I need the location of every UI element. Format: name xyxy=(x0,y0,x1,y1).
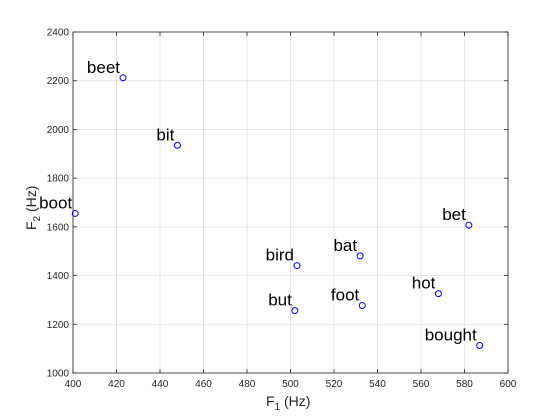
point-label-bit: bit xyxy=(156,125,174,144)
y-tick-label: 2400 xyxy=(47,28,70,39)
point-label-hot: hot xyxy=(412,274,436,293)
x-tick-label: 440 xyxy=(152,379,169,390)
x-axis-label-main: F xyxy=(266,393,275,409)
x-tick-label: 520 xyxy=(326,379,343,390)
y-tick-label: 1200 xyxy=(47,320,70,331)
data-point-bought xyxy=(476,341,484,349)
x-axis-label-sub: 1 xyxy=(275,402,281,413)
data-point-hot xyxy=(434,290,442,298)
axes xyxy=(72,31,509,374)
point-label-beet: beet xyxy=(87,58,120,77)
data-point-bat xyxy=(356,252,364,260)
y-axis-label-sub: 2 xyxy=(32,215,43,221)
point-label-bought: bought xyxy=(425,325,477,344)
x-tick-label: 400 xyxy=(65,379,82,390)
y-tick-label: 1800 xyxy=(47,174,70,185)
point-label-bat: bat xyxy=(333,236,357,255)
y-tick-label: 1600 xyxy=(47,222,70,233)
x-tick-label: 600 xyxy=(500,379,517,390)
data-point-but xyxy=(291,307,299,315)
data-point-foot xyxy=(358,302,366,310)
x-tick-label: 500 xyxy=(282,379,299,390)
data-point-boot xyxy=(71,209,79,217)
x-tick-label: 420 xyxy=(108,379,125,390)
data-point-bet xyxy=(465,221,473,229)
x-tick-label: 540 xyxy=(369,379,386,390)
x-axis-label: F1 (Hz) xyxy=(266,393,310,413)
x-axis-label-rest: (Hz) xyxy=(280,393,310,409)
x-tick-labels: 400 420 440 460 480 500 520 540 560 580 600 xyxy=(65,379,517,390)
data-point-bird xyxy=(293,262,301,270)
y-tick-labels: 1000 1200 1400 1600 1800 2000 2200 2400 xyxy=(47,28,70,380)
point-labels: beet bit boot bet bird bat hot but foot bought xyxy=(39,58,477,345)
point-label-bet: bet xyxy=(442,205,466,224)
x-tick-label: 480 xyxy=(239,379,256,390)
x-tick-label: 560 xyxy=(413,379,430,390)
data-points xyxy=(71,74,484,349)
point-label-foot: foot xyxy=(331,286,360,305)
y-tick-label: 1400 xyxy=(47,271,70,282)
point-label-bird: bird xyxy=(266,246,294,265)
point-label-but: but xyxy=(268,291,292,310)
y-tick-label: 2000 xyxy=(47,125,70,136)
y-tick-label: 2200 xyxy=(47,76,70,87)
x-tick-label: 460 xyxy=(195,379,212,390)
data-point-bit xyxy=(173,141,181,149)
y-tick-label: 1000 xyxy=(47,369,70,380)
data-point-beet xyxy=(119,74,127,82)
y-axis-label-main: F xyxy=(23,221,39,230)
y-axis-label-rest: (Hz) xyxy=(23,186,39,216)
point-label-boot: boot xyxy=(39,193,72,212)
y-axis-label: F2 (Hz) xyxy=(23,186,43,230)
x-tick-label: 580 xyxy=(456,379,473,390)
